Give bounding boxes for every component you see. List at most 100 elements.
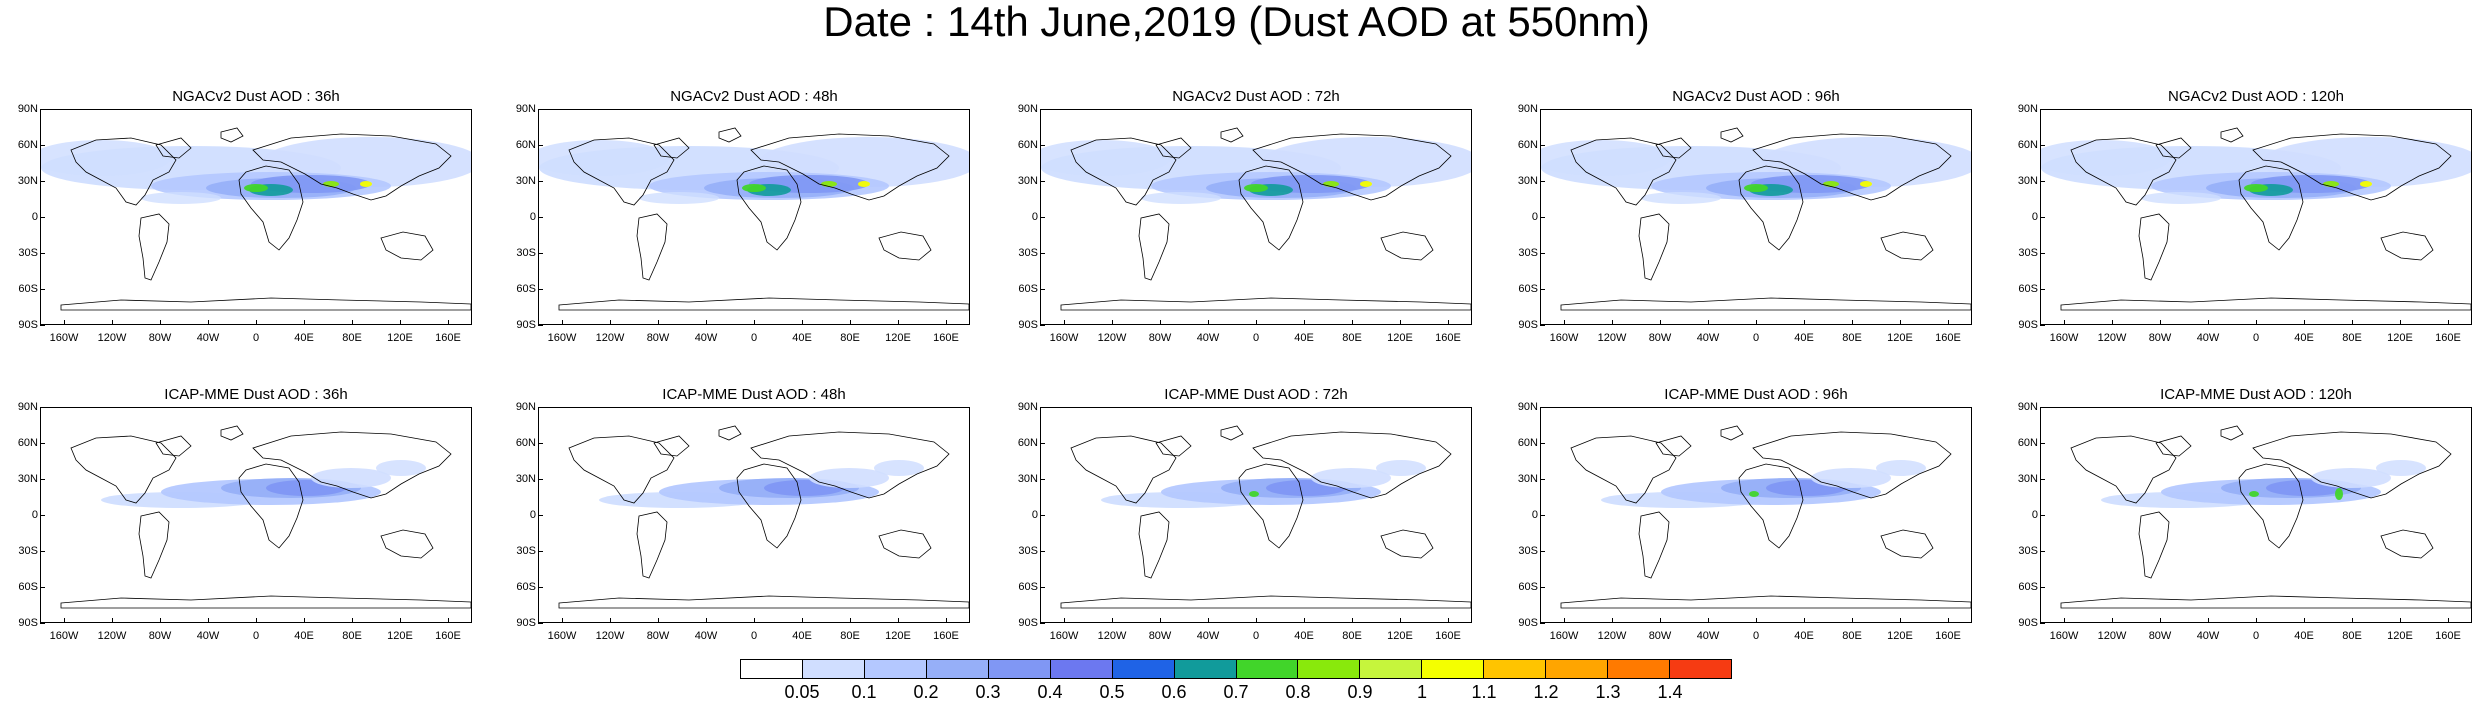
longitude-tick [1803, 320, 1805, 325]
map-panel: ICAP-MME Dust AOD : 72h 90N 60N 30N 0 30S 60S 9… [1012, 386, 1482, 642]
latitude-tick [1540, 514, 1545, 516]
longitude-tick [1707, 618, 1709, 623]
longitude-label: 160W [49, 332, 79, 344]
latitude-label: 90S [1518, 617, 1538, 629]
longitude-label: 120W [1097, 630, 1127, 642]
longitude-tick [1207, 320, 1209, 325]
longitude-tick [1707, 320, 1709, 325]
longitude-tick [1659, 320, 1661, 325]
color-legend-label: 1.2 [1533, 682, 1559, 702]
dust-aod-map [538, 407, 970, 623]
latitude-tick [40, 324, 45, 326]
latitude-label: 30S [1518, 247, 1538, 259]
dust-aod-map [1540, 407, 1972, 623]
longitude-tick [2399, 618, 2401, 623]
color-legend-label: 0.8 [1285, 682, 1311, 702]
longitude-label: 80E [840, 630, 860, 642]
longitude-tick [2159, 618, 2161, 623]
color-legend-label: 1.4 [1657, 682, 1683, 702]
latitude-label: 60N [17, 437, 38, 449]
longitude-tick [945, 618, 947, 623]
latitude-label: 30S [1518, 545, 1538, 557]
latitude-label: 30N [1017, 473, 1038, 485]
latitude-tick [2040, 180, 2045, 182]
color-legend-swatch [1670, 660, 1731, 678]
longitude-label: 160E [1435, 332, 1461, 344]
map-panel: ICAP-MME Dust AOD : 96h 90N 60N 30N 0 30S 60S 9… [1512, 386, 1982, 642]
longitude-tick [255, 618, 257, 623]
latitude-tick [1040, 144, 1045, 146]
longitude-tick [399, 618, 401, 623]
longitude-tick [1947, 320, 1949, 325]
latitude-label: 0 [1531, 509, 1538, 521]
longitude-label: 120W [1097, 332, 1127, 344]
longitude-tick [1947, 618, 1949, 623]
color-legend-swatch [1112, 660, 1175, 678]
panel-title: NGACv2 Dust AOD : 120h [2168, 88, 2344, 105]
color-legend-swatch [988, 660, 1051, 678]
latitude-label: 30S [516, 247, 536, 259]
longitude-tick [753, 618, 755, 623]
latitude-label: 90S [1018, 319, 1038, 331]
longitude-tick [561, 618, 563, 623]
latitude-tick [538, 324, 543, 326]
longitude-tick [1611, 618, 1613, 623]
color-legend-swatch [1422, 660, 1485, 678]
longitude-label: 80W [148, 332, 172, 344]
latitude-label: 30S [2018, 545, 2038, 557]
latitude-label: 0 [31, 211, 38, 223]
latitude-label: 0 [1031, 509, 1038, 521]
longitude-label: 0 [750, 332, 758, 344]
latitude-tick [40, 144, 45, 146]
longitude-label: 80E [1842, 332, 1862, 344]
longitude-label: 120W [2097, 630, 2127, 642]
longitude-tick [897, 320, 899, 325]
panel-title: NGACv2 Dust AOD : 72h [1172, 88, 1340, 105]
longitude-label: 120W [97, 630, 127, 642]
latitude-tick [1540, 442, 1545, 444]
color-legend-label: 0.9 [1347, 682, 1373, 702]
longitude-tick [2159, 320, 2161, 325]
longitude-label: 80E [1342, 630, 1362, 642]
latitude-label: 90N [515, 401, 536, 413]
latitude-tick [538, 514, 543, 516]
dust-aod-map [40, 109, 472, 325]
latitude-tick [40, 622, 45, 624]
color-legend-swatch [1608, 660, 1671, 678]
longitude-label: 160W [1549, 630, 1579, 642]
latitude-label: 60S [18, 283, 38, 295]
longitude-label: 40W [1696, 630, 1720, 642]
longitude-label: 80W [2148, 630, 2172, 642]
latitude-label: 90N [2017, 103, 2038, 115]
latitude-label: 60S [18, 581, 38, 593]
latitude-tick [40, 216, 45, 218]
longitude-label: 0 [1252, 630, 1260, 642]
latitude-tick [1540, 252, 1545, 254]
latitude-label: 30N [17, 473, 38, 485]
longitude-tick [705, 618, 707, 623]
longitude-tick [399, 320, 401, 325]
longitude-tick [753, 320, 755, 325]
longitude-tick [1063, 618, 1065, 623]
latitude-tick [1040, 406, 1045, 408]
color-legend-label: 1.3 [1595, 682, 1621, 702]
longitude-tick [447, 320, 449, 325]
latitude-label: 60S [1018, 581, 1038, 593]
longitude-label: 40E [2294, 630, 2314, 642]
latitude-tick [2040, 478, 2045, 480]
longitude-tick [657, 320, 659, 325]
longitude-label: 160W [1049, 332, 1079, 344]
map-canvas [539, 127, 969, 311]
latitude-tick [538, 406, 543, 408]
longitude-tick [351, 320, 353, 325]
longitude-label: 120W [595, 630, 625, 642]
latitude-label: 90S [1018, 617, 1038, 629]
dust-aod-map [1540, 109, 1972, 325]
longitude-label: 160W [1049, 630, 1079, 642]
longitude-label: 80E [2342, 630, 2362, 642]
map-panel: ICAP-MME Dust AOD : 120h 90N 60N 30N 0 30S 60S… [2012, 386, 2473, 642]
longitude-label: 120W [595, 332, 625, 344]
latitude-tick [1040, 622, 1045, 624]
latitude-tick [1540, 180, 1545, 182]
latitude-tick [40, 442, 45, 444]
